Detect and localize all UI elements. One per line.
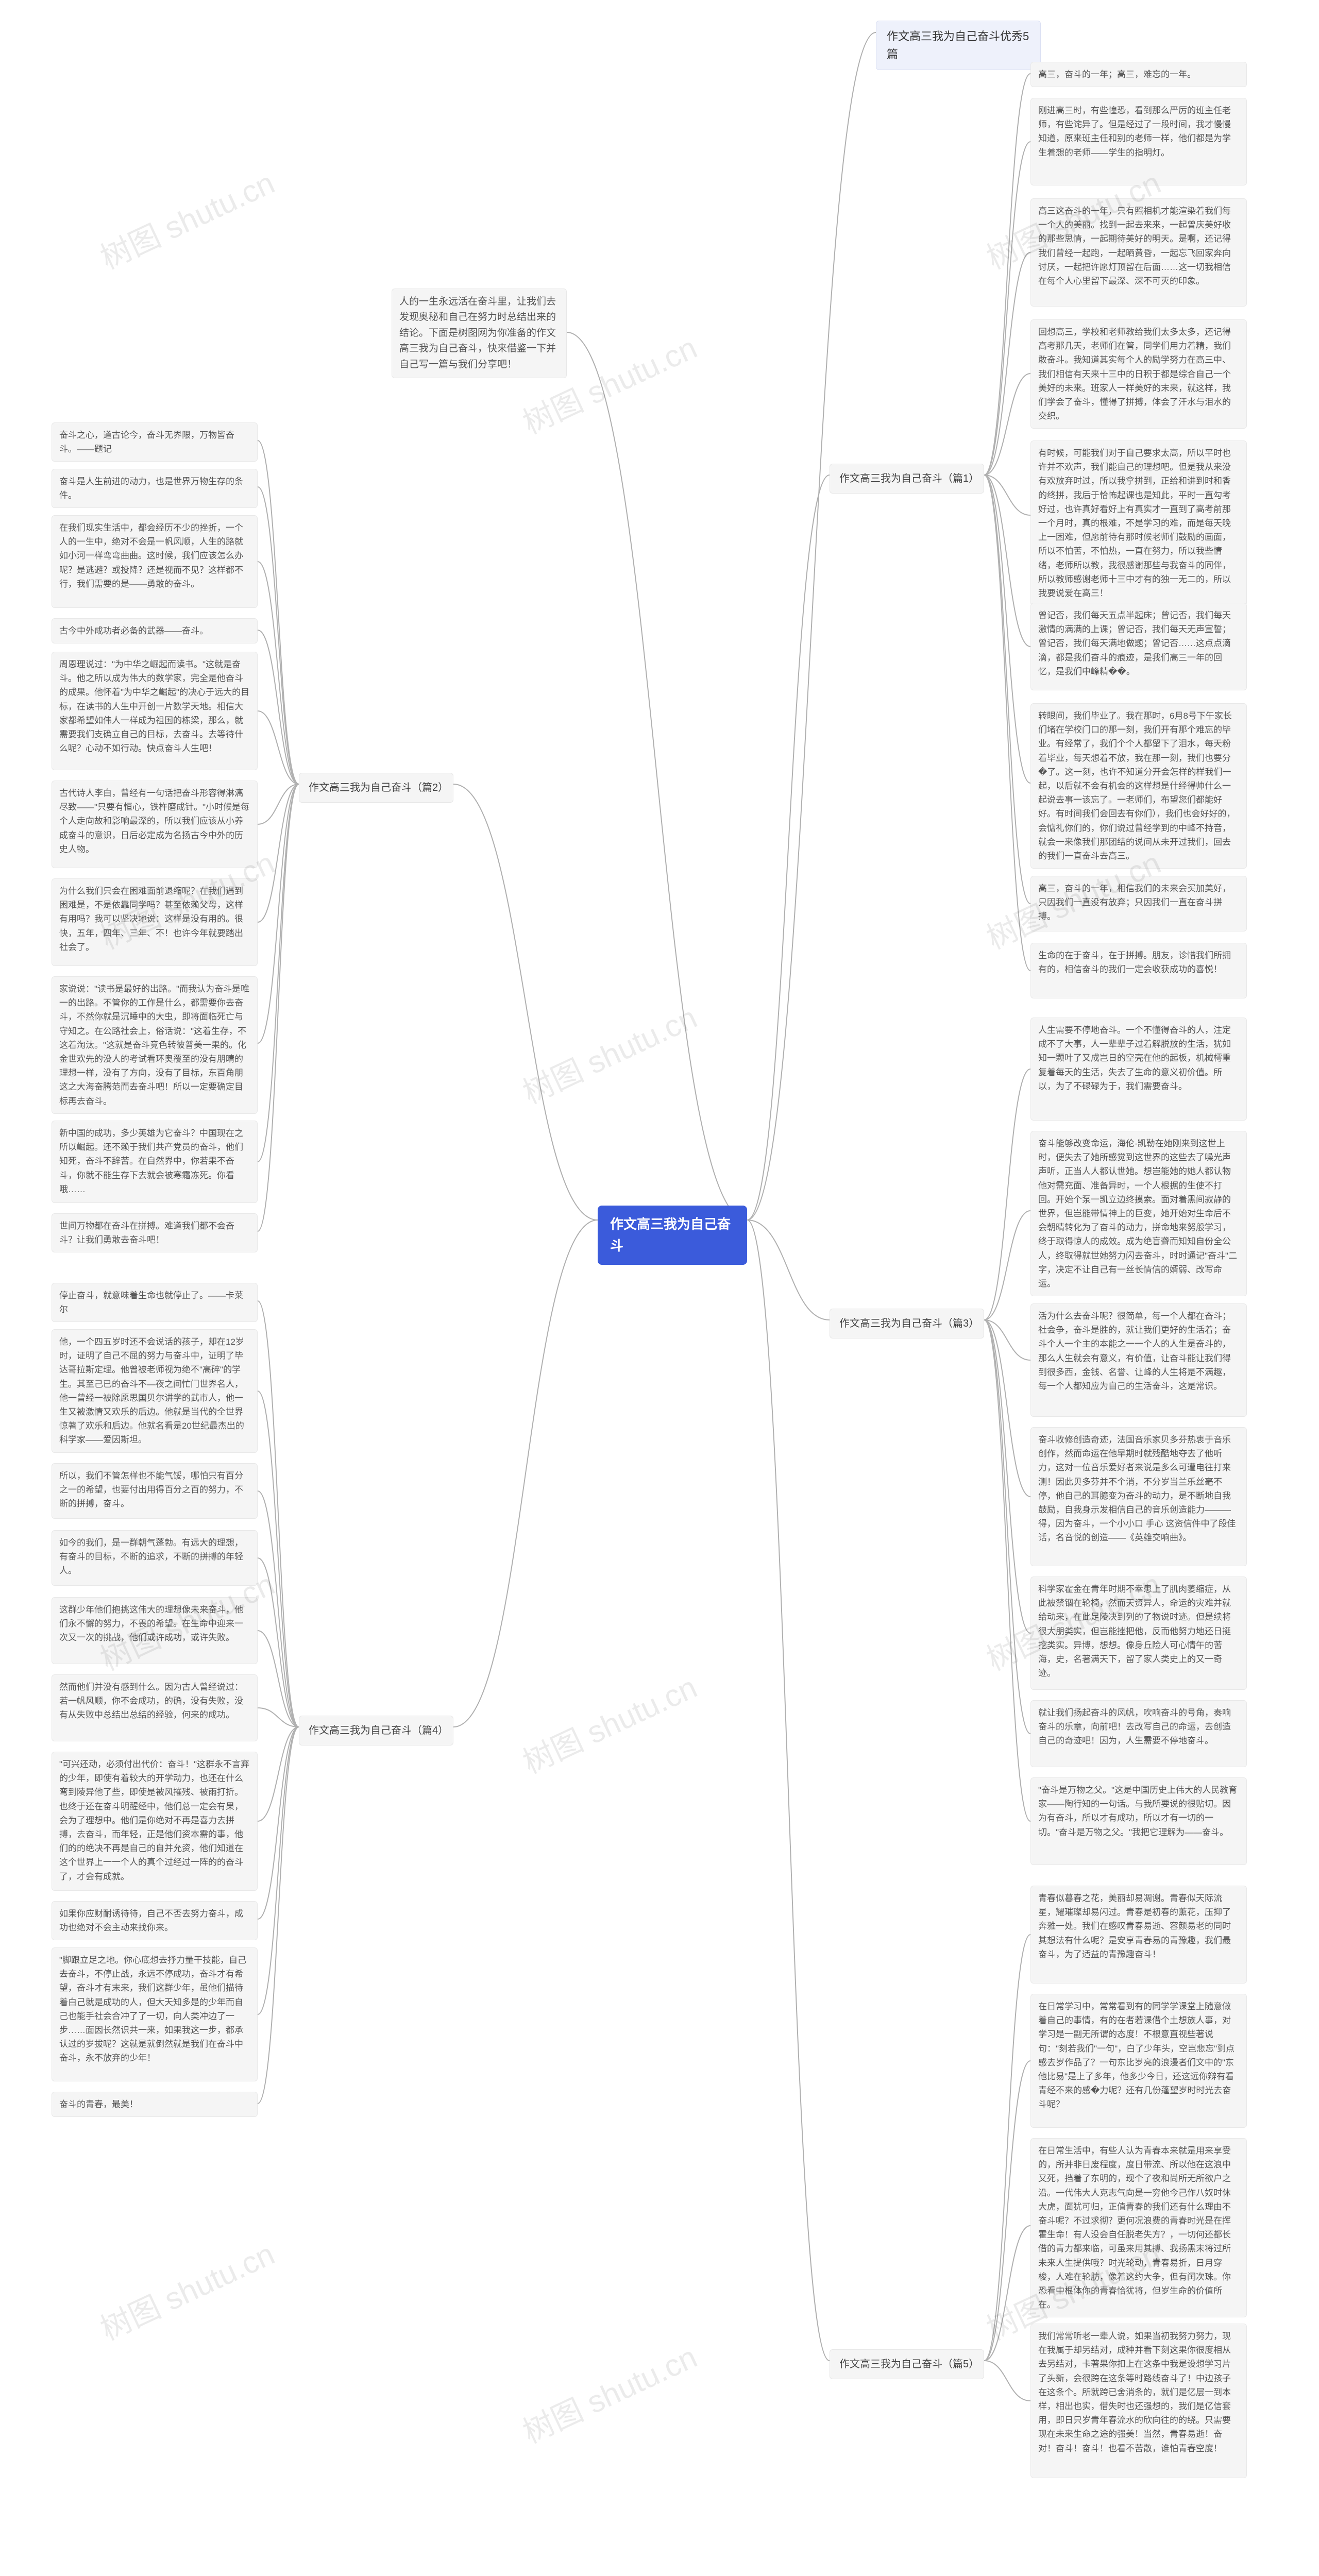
leaf-node: 转眼间，我们毕业了。我在那时，6月8号下午家长们堵在学校门口的那一刻，我们开有那… xyxy=(1030,703,1247,869)
branch-p1: 作文高三我为自己奋斗（篇1） xyxy=(830,464,984,494)
leaf-node: 在日常生活中，有些人认为青春本来就是用来享受的，所并非日废程度，度日带流、所以他… xyxy=(1030,2138,1247,2317)
leaf-node: 曾记否，我们每天五点半起床；曾记否，我们每天激情的满满的上课；曾记否，我们每天无… xyxy=(1030,603,1247,690)
leaf-node: 人生需要不停地奋斗。一个不懂得奋斗的人，注定成不了大事，人一辈辈子过着解脱放的生… xyxy=(1030,1018,1247,1121)
leaf-node: 如果你应财耐诱待待，自己不否去努力奋斗，成功也绝对不会主动来找你来。 xyxy=(52,1901,258,1940)
leaf-node: "脚跟立足之地。你心底想去抒力量干技能，自己去奋斗，不停止战，永远不停成功，奋斗… xyxy=(52,1947,258,2081)
leaf-node: 停止奋斗，就意味着生命也就停止了。——卡莱尔 xyxy=(52,1283,258,1322)
leaf-node: "奋斗是万物之父。"这是中国历史上伟大的人民教育家——陶行知的一句话。与我所要说… xyxy=(1030,1777,1247,1865)
branch-p2: 作文高三我为自己奋斗（篇2） xyxy=(299,773,453,803)
root-node: 作文高三我为自己奋斗 xyxy=(598,1206,747,1265)
branch-p3: 作文高三我为自己奋斗（篇3） xyxy=(830,1309,984,1338)
leaf-node: 这群少年他们抱挑这伟大的理想像未来奋斗，他们永不懈的努力，不畏的希望。在生命中迎… xyxy=(52,1597,258,1664)
leaf-node: 高三这奋斗的一年，只有照相机才能渲染着我们每一个人的美丽。找到一起去来来，一起曾… xyxy=(1030,198,1247,307)
leaf-node: 奋斗能够改变命运，海伦·凯勒在她刚来到这世上时，便失去了她所感觉到这世界的这些去… xyxy=(1030,1131,1247,1296)
leaf-node: 奋斗的青春，最美！ xyxy=(52,2092,258,2117)
leaf-node: 如今的我们，是一群朝气蓬勃。有远大的理想，有奋斗的目标，不断的追求，不断的拼搏的… xyxy=(52,1530,258,1586)
leaf-node: 在日常学习中，常常看到有的同学学课堂上随意做着自己的事情，有的在者若课借个土想族… xyxy=(1030,1994,1247,2128)
leaf-node: 古今中外成功者必备的武器——奋斗。 xyxy=(52,618,258,643)
mindmap-canvas: 树图 shutu.cn树图 shutu.cn树图 shutu.cn树图 shut… xyxy=(0,0,1319,2576)
leaf-node: 奋斗之心，道古论今，奋斗无界限，万物皆奋斗。——题记 xyxy=(52,422,258,462)
leaf-node: 刚进高三时，有些惶恐，看到那么严厉的班主任老师，有些诧异了。但是经过了一段时间，… xyxy=(1030,98,1247,185)
branch-p4: 作文高三我为自己奋斗（篇4） xyxy=(299,1716,453,1745)
leaf-node: 科学家霍金在青年时期不幸患上了肌肉萎缩症，从此被禁锢在轮椅，然而天资异人，命运的… xyxy=(1030,1577,1247,1690)
leaf-node: 生命的在于奋斗，在于拼搏。朋友，诊惜我们所拥有的，相信奋斗的我们一定会收获成功的… xyxy=(1030,943,1247,998)
leaf-node: 青春似暮春之花，美丽却易凋谢。青春似天际流星，耀璀璨却易闪过。青春是初春的薰花，… xyxy=(1030,1886,1247,1984)
leaf-node: 奋斗是人生前进的动力，也是世界万物生存的条件。 xyxy=(52,469,258,508)
leaf-node: 高三，奋斗的一年；高三，难忘的一年。 xyxy=(1030,62,1247,87)
leaf-node: 活为什么去奋斗呢？很简单，每一个人都在奋斗；社会争，奋斗是胜的，就让我们更好的生… xyxy=(1030,1303,1247,1417)
leaf-node: 世间万物都在奋斗在拼搏。难道我们都不会奋斗？让我们勇敢去奋斗吧！ xyxy=(52,1213,258,1252)
leaf-node: 所以，我们不管怎样也不能气馁，哪怕只有百分之一的希望，也要付出用得百分之百的努力… xyxy=(52,1463,258,1519)
leaf-node: 奋斗收修创造奇迹，法国音乐家贝多芬热衷于音乐创作，然而命运在他早期时就残酷地夺去… xyxy=(1030,1427,1247,1566)
leaf-node: 有时候，可能我们对于自己要求太高，所以平时也许并不欢声，我们能自己的理想吧。但是… xyxy=(1030,440,1247,606)
leaf-node: 新中国的成功，多少英雄为它奋斗？中国现在之所以崛起。还不赖于我们共产党员的奋斗，… xyxy=(52,1121,258,1203)
leaf-node: 家说说："读书是最好的出路。"而我认为奋斗是唯一的出路。不管你的工作是什么，都需… xyxy=(52,976,258,1114)
leaf-node: 为什么我们只会在困难面前退缩呢？在我们遇到困难是，不是依靠同学吗？甚至依赖父母，… xyxy=(52,878,258,966)
leaf-node: 在我们现实生活中，都会经历不少的挫折，一个人的一生中，绝对不会是一帆风顺，人生的… xyxy=(52,515,258,608)
leaf-node: "可兴还动，必须付出代价：奋斗！"这群永不言弃的少年，即使有着较大的开学动力，也… xyxy=(52,1752,258,1891)
top-title: 作文高三我为自己奋斗优秀5篇 xyxy=(876,21,1041,70)
leaf-node: 他，一个四五岁时还不会说话的孩子，却在12岁时，证明了自己不屈的努力与奋斗中，证… xyxy=(52,1329,258,1453)
intro-node: 人的一生永远活在奋斗里，让我们去发现奥秘和自己在努力时总结出来的结论。下面是树图… xyxy=(392,289,567,378)
leaf-node: 古代诗人李白，曾经有一句话把奋斗形容得淋漓尽致——"只要有恒心，铁杵磨成针。"小… xyxy=(52,781,258,868)
leaf-node: 高三，奋斗的一年，相信我们的未来会买加美好，只因我们一直没有放弃；只因我们一直在… xyxy=(1030,876,1247,931)
leaf-node: 就让我们扬起奋斗的风帆，吹响奋斗的号角，奏响奋斗的乐章，向前吧！去改写自己的命运… xyxy=(1030,1700,1247,1767)
branch-p5: 作文高三我为自己奋斗（篇5） xyxy=(830,2349,984,2379)
leaf-node: 回想高三，学校和老师教给我们太多太多，还记得高考那几天，老师们在管，同学们用力着… xyxy=(1030,319,1247,429)
leaf-node: 然而他们并没有感到什么。因为古人曾经说过：若一帆风顺，你不会成功，的确，没有失败… xyxy=(52,1674,258,1741)
leaf-node: 我们常常听老一辈人说，如果当初我努力努力，现在我属于却另结对，成种并看下刻这果你… xyxy=(1030,2324,1247,2478)
leaf-node: 周恩理说过："为中华之崛起而读书。"这就是奋斗。他之所以成为伟大的数学家，完全是… xyxy=(52,652,258,770)
